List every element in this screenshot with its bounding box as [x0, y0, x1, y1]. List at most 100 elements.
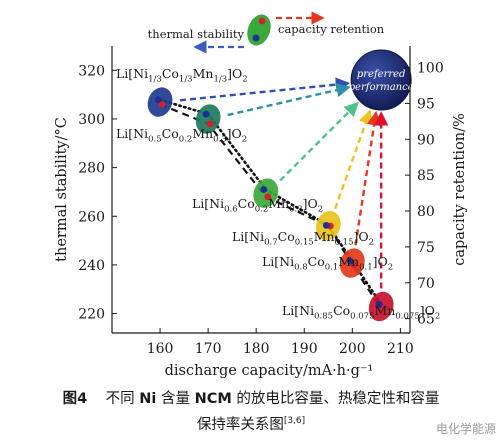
- arrow-to-preferred: [333, 109, 373, 210]
- material-label-part: ]O: [227, 66, 242, 81]
- material-label: Li[Ni0.6Co0.2Mn0.2]O2: [192, 196, 323, 215]
- material-label-part: Li[Ni: [262, 254, 294, 269]
- caption-text-ni: Ni: [139, 391, 157, 407]
- labels-layer: Li[Ni1/3Co1/3Mn1/3]O2Li[Ni0.5Co0.2Mn0.3]…: [116, 11, 440, 322]
- arrow-to-preferred: [354, 110, 382, 246]
- capacity-retention-point: [322, 221, 330, 229]
- material-label-part: 2: [435, 312, 440, 322]
- material-label-part: Co: [162, 66, 179, 81]
- material-label-part: ]O: [373, 254, 388, 269]
- material-label-part: Mn: [314, 229, 335, 244]
- material-label-part: 0.6: [224, 205, 238, 215]
- preferred-label-line1: preferred: [357, 69, 406, 80]
- y-right-tick-label: 65: [417, 312, 435, 328]
- y-right-tick-label: 90: [417, 132, 435, 148]
- y-left-tick-label: 280: [78, 161, 105, 177]
- caption-line-2: 保持率关系图[3,6]: [0, 410, 502, 436]
- thermal-stability-point: [264, 193, 272, 201]
- material-label: Li[Ni1/3Co1/3Mn1/3]O2: [116, 66, 248, 85]
- capacity-retention-point: [346, 257, 354, 265]
- material-label-part: 0.2: [255, 205, 269, 215]
- material-label-part: Mn: [338, 254, 359, 269]
- y-left-tick-label: 240: [78, 258, 105, 274]
- material-label-part: ]O: [353, 229, 368, 244]
- material-label-part: ]O: [227, 126, 242, 141]
- material-label-part: 0.075: [395, 312, 419, 322]
- material-label-part: 0.1: [359, 263, 373, 273]
- thermal-stability-point: [379, 305, 387, 313]
- material-label-part: 0.1: [325, 263, 339, 273]
- legend-thermal-point: [258, 17, 266, 25]
- material-label-part: 0.15: [335, 238, 354, 248]
- legend-retention-point: [252, 34, 260, 42]
- material-label-part: Co: [162, 126, 179, 141]
- y-right-tick-label: 100: [417, 61, 444, 77]
- material-label-part: Co: [238, 196, 255, 211]
- material-label: Li[Ni0.8Co0.1Mn0.1]O2: [262, 254, 393, 273]
- x-tick-label: 200: [339, 341, 366, 357]
- figure-caption: 图4 不同 Ni 含量 NCM 的放电比容量、热稳定性和容量 保持率关系图[3,…: [0, 388, 502, 436]
- legend-ellipse: [247, 14, 271, 46]
- material-label-part: Li[Ni: [232, 229, 264, 244]
- material-label-part: 0.8: [294, 263, 308, 273]
- caption-reference: [3,6]: [283, 416, 306, 426]
- material-label-part: 2: [242, 135, 247, 145]
- material-label-part: 1/3: [179, 75, 193, 85]
- material-label-part: 0.2: [289, 205, 303, 215]
- material-ellipse: [195, 104, 221, 134]
- y-right-tick-label: 70: [417, 276, 435, 292]
- material-label-part: Mn: [375, 303, 396, 318]
- y-left-tick-label: 320: [78, 63, 105, 79]
- arrow-to-preferred: [179, 77, 351, 102]
- legend-retention-label: capacity retention: [278, 22, 385, 36]
- material-label-part: Co: [333, 303, 350, 318]
- legend-thermal-label: thermal stability: [148, 27, 245, 41]
- material-label-part: Mn: [193, 66, 214, 81]
- x-axis-label: discharge capacity/mA·h·g⁻¹: [165, 363, 374, 379]
- material-label: Li[Ni0.85Co0.075Mn0.075]O2: [282, 303, 440, 322]
- y-right-tick-label: 85: [417, 168, 435, 184]
- y-right-tick-label: 95: [417, 96, 435, 112]
- material-label-part: 0.15: [295, 238, 314, 248]
- material-label-part: 0.3: [213, 135, 227, 145]
- thermal-stability-point: [158, 100, 166, 108]
- material-label: Li[Ni0.5Co0.2Mn0.3]O2: [116, 126, 247, 145]
- caption-text-b: 含量: [156, 391, 195, 407]
- material-label-part: Mn: [192, 126, 213, 141]
- x-tick-label: 210: [387, 341, 414, 357]
- y-left-tick-label: 220: [78, 307, 105, 323]
- material-label-part: 0.075: [350, 312, 374, 322]
- x-tick-label: 180: [243, 341, 270, 357]
- y-right-tick-label: 80: [417, 204, 435, 220]
- material-label-part: 1/3: [213, 75, 227, 85]
- caption-text-c: 的放电比容量、热稳定性和容量: [231, 391, 440, 407]
- material-label-part: 0.5: [148, 135, 162, 145]
- material-label-part: Co: [308, 254, 325, 269]
- preferred-label-line2: performance: [349, 82, 414, 93]
- x-tick-label: 190: [291, 341, 318, 357]
- material-label-part: Li[Ni: [116, 66, 148, 81]
- material-label-part: Mn: [268, 196, 289, 211]
- material-label-part: ]O: [420, 303, 435, 318]
- arrow-to-preferred: [279, 101, 359, 182]
- x-tick-label: 170: [195, 341, 222, 357]
- source-watermark: 电化学能源: [435, 422, 496, 436]
- arrow-to-preferred: [227, 83, 351, 117]
- caption-text-ncm: NCM: [194, 391, 232, 407]
- material-label-part: 0.7: [264, 238, 278, 248]
- arrows-layer: [179, 77, 389, 289]
- material-label-part: 0.85: [314, 312, 333, 322]
- material-label-part: 2: [318, 205, 323, 215]
- y-left-tick-label: 300: [78, 112, 105, 128]
- capacity-retention-point: [260, 186, 268, 193]
- y-right-tick-label: 75: [417, 240, 435, 256]
- x-tick-label: 160: [147, 341, 174, 357]
- y-left-axis-label: thermal stability/°C: [54, 117, 70, 262]
- material-label-part: 2: [242, 75, 247, 85]
- y-right-axis-label: capacity retention/%: [452, 113, 468, 266]
- material-label-part: ]O: [303, 196, 318, 211]
- axes-layer: 160 170 180 190 200 2102202402602803003206570…: [54, 46, 468, 379]
- y-left-tick-label: 260: [78, 209, 105, 225]
- material-label: Li[Ni0.7Co0.15Mn0.15]O2: [232, 229, 374, 248]
